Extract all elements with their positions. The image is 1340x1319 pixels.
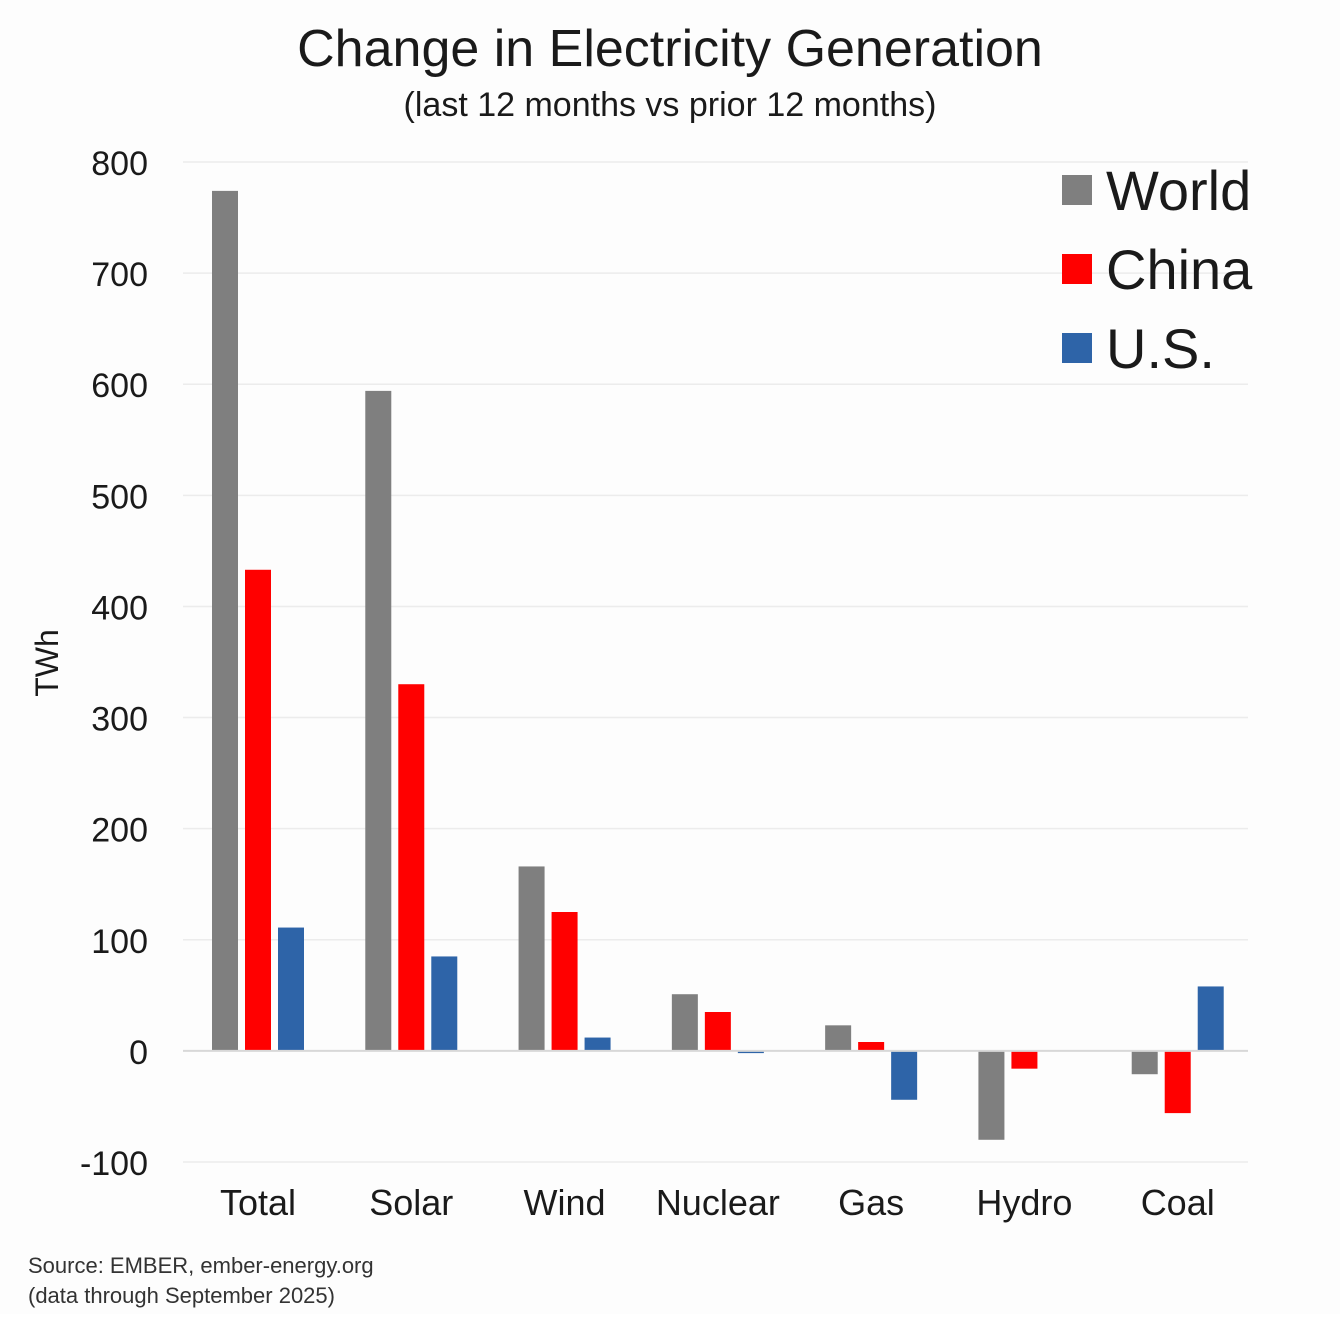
y-tick-label: -100 — [80, 1145, 148, 1183]
x-tick-label: Hydro — [976, 1182, 1072, 1223]
y-tick-label: 200 — [91, 812, 148, 850]
bar-china-total — [245, 569, 271, 1051]
legend-swatch — [1062, 333, 1092, 363]
bar-world-hydro — [978, 1050, 1005, 1140]
bar-china-coal — [1164, 1050, 1191, 1114]
legend-label: China — [1106, 238, 1253, 301]
bar-china-nuclear — [704, 1012, 731, 1051]
bar-china-solar — [398, 684, 425, 1051]
y-tick-label: 100 — [91, 923, 148, 961]
legend: World China U.S. — [1062, 159, 1253, 380]
y-tick-label: 500 — [91, 478, 148, 516]
bar-world-gas — [825, 1025, 852, 1051]
bar-china-gas — [858, 1042, 885, 1051]
y-axis-label: TWh — [29, 629, 65, 697]
legend-label: U.S. — [1106, 317, 1215, 380]
x-tick-label: Nuclear — [656, 1182, 780, 1223]
grid-layer — [183, 161, 1248, 1163]
y-tick-label: 300 — [91, 701, 148, 739]
bar-world-nuclear — [671, 994, 698, 1051]
chart-title: Change in Electricity Generation — [297, 20, 1043, 78]
bar-world-total — [212, 190, 238, 1051]
bar-us-total — [278, 927, 304, 1051]
y-tick-label: 800 — [91, 145, 148, 183]
legend-swatch — [1062, 175, 1092, 205]
bar-us-coal — [1197, 986, 1224, 1051]
chart-subtitle: (last 12 months vs prior 12 months) — [404, 86, 937, 124]
bar-world-wind — [518, 866, 545, 1051]
bar-china-wind — [551, 912, 578, 1051]
x-tick-label: Gas — [838, 1182, 904, 1223]
bar-us-solar — [431, 956, 458, 1051]
x-tick-label: Wind — [524, 1182, 606, 1223]
bar-us-wind — [584, 1037, 611, 1051]
bar-us-nuclear — [737, 1050, 764, 1054]
source-note: Source: EMBER, ember-energy.org — [28, 1253, 374, 1278]
bar-us-gas — [891, 1050, 918, 1100]
data-date-note: (data through September 2025) — [28, 1283, 335, 1308]
x-tick-labels: Total Solar Wind Nuclear Gas Hydro Coal — [220, 1182, 1215, 1223]
bar-china-hydro — [1011, 1050, 1038, 1069]
y-tick-label: 0 — [129, 1034, 148, 1072]
x-tick-label: Total — [220, 1182, 296, 1223]
y-tick-label: 700 — [91, 256, 148, 294]
bar-layer — [212, 190, 1224, 1140]
x-tick-label: Solar — [369, 1182, 453, 1223]
y-tick-label: 600 — [91, 367, 148, 405]
x-tick-label: Coal — [1141, 1182, 1215, 1223]
legend-label: World — [1106, 159, 1251, 222]
bar-world-coal — [1131, 1050, 1158, 1075]
bar-world-solar — [365, 390, 392, 1051]
y-tick-label: 400 — [91, 589, 148, 627]
legend-swatch — [1062, 254, 1092, 284]
y-tick-labels: 800 700 600 500 400 300 200 100 0 -100 — [80, 145, 148, 1183]
